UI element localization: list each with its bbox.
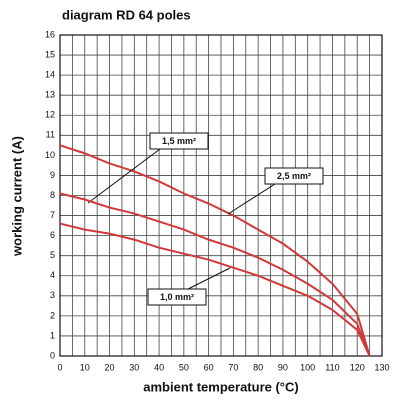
x-tick-label: 20 xyxy=(105,362,115,372)
x-tick-label: 80 xyxy=(253,362,263,372)
curve xyxy=(59,144,371,357)
plot-border xyxy=(59,34,383,357)
y-tick-label: 15 xyxy=(45,49,55,59)
y-axis-label: working current (A) xyxy=(9,136,24,257)
legend-label: 2,5 mm² xyxy=(277,171,311,181)
leader-line xyxy=(87,148,161,204)
x-tick-label: 30 xyxy=(129,362,139,372)
y-tick-label: 16 xyxy=(45,29,55,39)
curve xyxy=(59,222,371,357)
legend-box xyxy=(149,132,209,150)
x-tick-label: 10 xyxy=(80,362,90,372)
x-axis-label: ambient temperature (°C) xyxy=(143,379,298,394)
x-tick-label: 50 xyxy=(179,362,189,372)
y-tick-label: 3 xyxy=(50,290,55,300)
y-tick-label: 11 xyxy=(46,130,55,140)
y-tick-label: 12 xyxy=(45,110,55,120)
x-tick-label: 90 xyxy=(278,362,288,372)
x-tick-label: 60 xyxy=(204,362,214,372)
x-tick-label: 0 xyxy=(57,362,62,372)
y-tick-label: 1 xyxy=(50,330,55,340)
chart-title: diagram RD 64 poles xyxy=(62,7,191,22)
y-tick-label: 2 xyxy=(50,310,55,320)
x-tick-label: 110 xyxy=(325,362,339,372)
leader-line xyxy=(227,183,276,215)
x-tick-label: 70 xyxy=(228,362,238,372)
legend-label: 1,5 mm² xyxy=(162,136,196,146)
y-tick-label: 14 xyxy=(45,70,55,80)
legend-label: 1,0 mm² xyxy=(160,292,194,302)
y-tick-label: 9 xyxy=(50,170,55,180)
x-tick-label: 100 xyxy=(300,362,315,372)
x-tick-label: 120 xyxy=(350,362,365,372)
y-tick-label: 4 xyxy=(50,270,55,280)
y-tick-label: 10 xyxy=(45,150,55,160)
curve xyxy=(59,192,371,357)
x-tick-label: 130 xyxy=(374,362,389,372)
leader-line xyxy=(187,267,231,290)
legend-box xyxy=(264,167,324,185)
legend-box xyxy=(147,288,207,306)
y-tick-label: 5 xyxy=(50,250,55,260)
y-tick-label: 7 xyxy=(50,210,55,220)
y-tick-label: 8 xyxy=(50,190,55,200)
y-tick-label: 13 xyxy=(45,90,55,100)
y-tick-label: 6 xyxy=(50,230,55,240)
x-tick-label: 40 xyxy=(154,362,164,372)
y-tick-label: 0 xyxy=(50,350,55,360)
